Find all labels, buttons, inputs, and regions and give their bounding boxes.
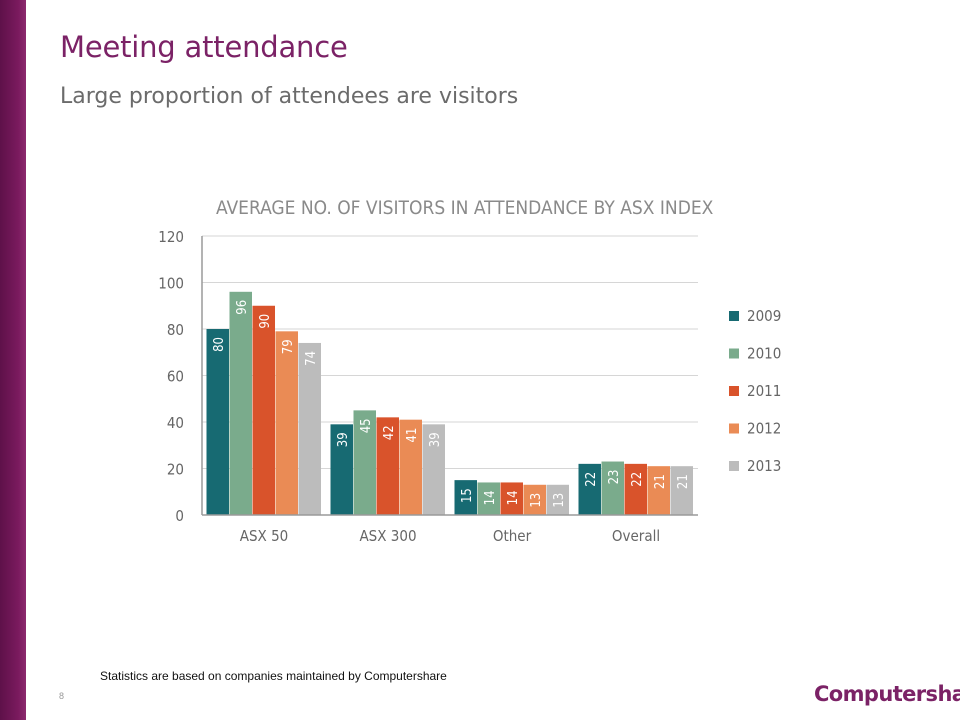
data-label: 21 [653, 474, 668, 489]
data-label: 96 [235, 300, 250, 315]
y-tick-label: 120 [158, 228, 184, 246]
bar-asx-50-2013 [298, 342, 321, 515]
y-tick-label: 60 [167, 368, 184, 386]
y-tick-label: 0 [175, 507, 184, 525]
bar-asx-300-2010 [353, 410, 376, 515]
page-number: 8 [59, 691, 65, 701]
legend-swatch-2010 [729, 348, 739, 359]
data-label: 22 [584, 472, 599, 487]
x-tick-label: Other [493, 527, 532, 545]
x-tick-label: Overall [612, 527, 660, 545]
data-label: 21 [676, 474, 691, 489]
legend-swatch-2013 [729, 461, 739, 471]
data-label: 14 [506, 490, 521, 505]
y-tick-label: 100 [158, 275, 184, 293]
bar-asx-50-2011 [252, 305, 275, 515]
data-label: 39 [428, 432, 443, 447]
bar-asx-300-2011 [376, 417, 399, 515]
legend-label: 2010 [747, 345, 781, 363]
data-label: 74 [304, 351, 319, 366]
data-label: 14 [483, 490, 498, 505]
bar-other-2012 [523, 484, 546, 515]
bar-other-2013 [546, 484, 569, 515]
data-label: 23 [607, 470, 622, 485]
data-label: 22 [630, 472, 645, 487]
bar-other-2009 [454, 480, 477, 515]
data-label: 45 [359, 418, 374, 433]
chart-title: AVERAGE NO. OF VISITORS IN ATTENDANCE BY… [216, 197, 714, 219]
y-tick-label: 20 [167, 461, 184, 479]
bar-asx-300-2009 [330, 424, 353, 515]
bar-asx-50-2010 [229, 291, 252, 515]
y-tick-label: 40 [167, 414, 184, 432]
data-label: 15 [460, 488, 475, 503]
bar-chart: AVERAGE NO. OF VISITORS IN ATTENDANCE BY… [158, 197, 781, 545]
bar-overall-2011 [624, 463, 647, 515]
data-label: 41 [405, 428, 420, 443]
legend-swatch-2012 [729, 423, 739, 434]
legend-label: 2012 [747, 420, 781, 438]
legend-label: 2009 [747, 307, 781, 325]
bar-overall-2010 [601, 461, 624, 515]
bar-asx-300-2012 [399, 419, 422, 515]
legend-swatch-2011 [729, 386, 739, 396]
legend-swatch-2009 [729, 311, 739, 321]
y-tick-label: 80 [167, 321, 184, 339]
data-label: 39 [336, 432, 351, 447]
data-label: 90 [258, 314, 273, 329]
bar-asx-50-2009 [206, 329, 229, 515]
bar-asx-50-2012 [275, 331, 298, 515]
bar-overall-2009 [578, 463, 601, 515]
footnote: Statistics are based on companies mainta… [100, 669, 447, 683]
slide-subtitle: Large proportion of attendees are visito… [60, 84, 519, 109]
data-label: 13 [552, 493, 567, 508]
bar-overall-2012 [647, 466, 670, 515]
data-label: 13 [529, 493, 544, 508]
data-label: 42 [382, 425, 397, 440]
bar-overall-2013 [670, 466, 693, 515]
legend-label: 2011 [747, 382, 781, 400]
data-label: 80 [212, 337, 227, 352]
bar-other-2010 [477, 482, 500, 515]
slide-title: Meeting attendance [60, 30, 348, 64]
side-accent-bar [0, 0, 26, 720]
x-tick-label: ASX 300 [359, 527, 416, 545]
x-tick-label: ASX 50 [240, 527, 289, 545]
bar-asx-300-2013 [422, 424, 445, 515]
computershare-logo: Computershare [814, 682, 960, 706]
bar-other-2011 [500, 482, 523, 515]
data-label: 79 [281, 339, 296, 354]
legend-label: 2013 [747, 457, 781, 475]
